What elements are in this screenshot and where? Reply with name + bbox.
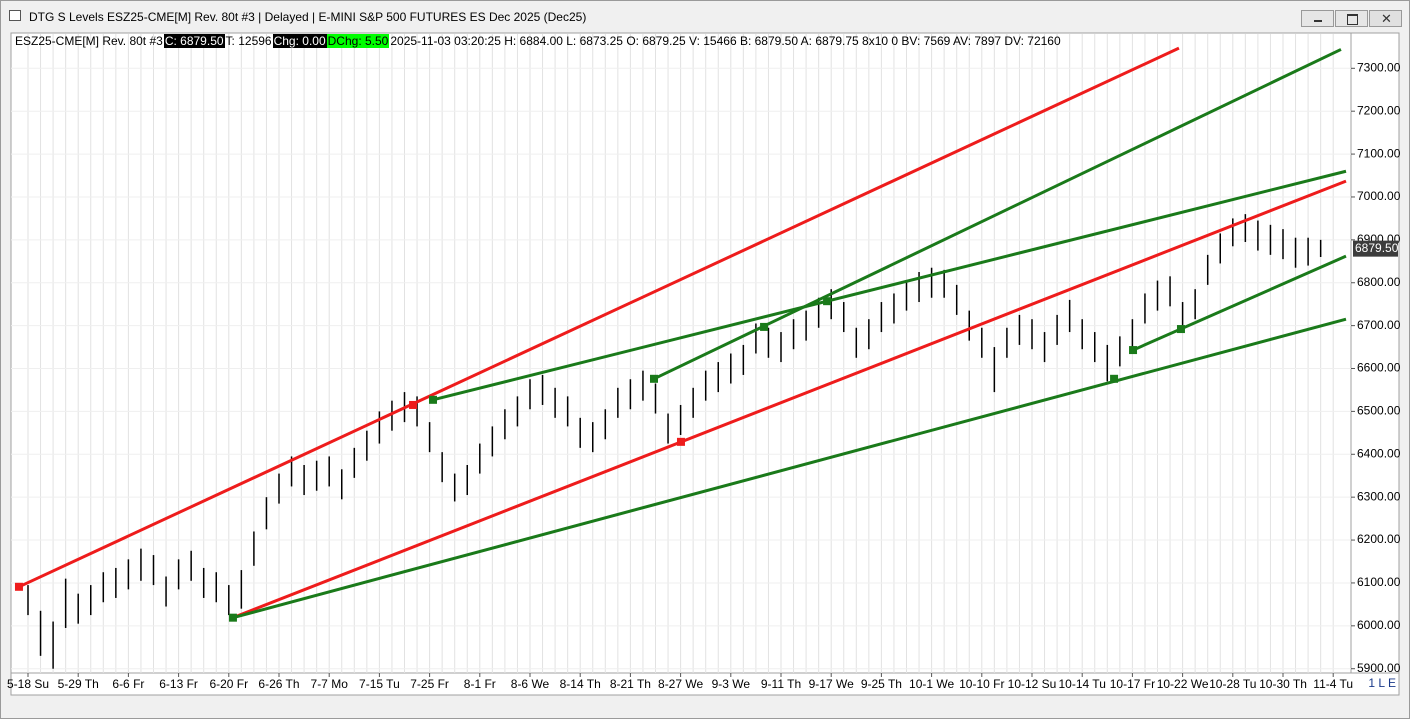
last-price-box	[1353, 240, 1398, 257]
x-tick-label: 6-6 Fr	[112, 677, 144, 691]
x-tick-label: 10-10 Fr	[959, 677, 1004, 691]
info-segment: ESZ25-CME[M] Rev. 80t #3	[15, 34, 163, 48]
x-tick-label: 7-7 Mo	[311, 677, 349, 691]
y-tick-label: 6800.00	[1357, 275, 1401, 289]
trendline-anchor	[649, 374, 658, 383]
info-segment: 2025-11-03 03:20:25 H: 6884.00 L: 6873.2…	[390, 34, 1061, 48]
x-tick-label: 10-1 We	[909, 677, 954, 691]
trendline-anchor	[676, 437, 685, 446]
trendline-anchor	[428, 395, 437, 404]
x-tick-label: 8-1 Fr	[464, 677, 496, 691]
y-tick-label: 6400.00	[1357, 446, 1401, 460]
x-tick-label: 5-18 Su	[7, 677, 49, 691]
x-tick-label: 8-6 We	[511, 677, 550, 691]
x-tick-label: 10-30 Th	[1259, 677, 1307, 691]
y-tick-label: 6600.00	[1357, 361, 1401, 375]
x-tick-label: 10-17 Fr	[1110, 677, 1155, 691]
trendline	[432, 169, 1347, 402]
x-tick-label: 6-26 Th	[258, 677, 299, 691]
x-tick-label: 8-14 Th	[560, 677, 601, 691]
y-axis-area	[1350, 32, 1400, 674]
info-segment: DChg: 5.50	[326, 34, 390, 48]
trendline	[232, 179, 1347, 620]
x-tick-label: 10-28 Tu	[1209, 677, 1256, 691]
x-tick-label: 10-12 Su	[1008, 677, 1057, 691]
trendline-anchor	[1110, 374, 1119, 383]
chart: 5-18 Su 5-29 Th 6-6 Fr 6-13 Fr 6-20 Fr 6-26 T…	[7, 32, 1401, 696]
info-bar: ESZ25-CME[M] Rev. 80t #3 C: 6879.50 T: 125…	[14, 34, 1062, 49]
x-tick-label: 10-22 We	[1157, 677, 1209, 691]
x-tick-label: 9-25 Th	[861, 677, 902, 691]
x-tick-label: 6-13 Fr	[159, 677, 198, 691]
x-tick-label: 8-21 Th	[610, 677, 651, 691]
trendline-anchor	[760, 322, 769, 331]
x-tick-label: 9-11 Th	[761, 677, 801, 691]
y-tick-label: 6100.00	[1357, 575, 1401, 589]
y-tick-label: 6700.00	[1357, 318, 1401, 332]
x-tick-label: 7-25 Fr	[410, 677, 449, 691]
trendline	[232, 317, 1347, 620]
close-button[interactable]: ✕	[1369, 10, 1402, 27]
trendline	[1132, 254, 1347, 352]
title-bar: DTG S Levels ESZ25-CME[M] Rev. 80t #3 | …	[1, 1, 1409, 31]
y-tick-label: 7100.00	[1357, 146, 1401, 160]
y-tick-label: 6300.00	[1357, 489, 1401, 503]
y-tick-label: 6000.00	[1357, 618, 1401, 632]
last-price-label: 6879.50	[1355, 241, 1399, 255]
y-tick-label: 5900.00	[1357, 661, 1401, 675]
trendline-anchor	[14, 582, 23, 591]
y-tick-label: 7200.00	[1357, 103, 1401, 117]
y-tick-label: 7300.00	[1357, 60, 1401, 74]
x-tick-label: 8-27 We	[658, 677, 703, 691]
window-title: DTG S Levels ESZ25-CME[M] Rev. 80t #3 | …	[29, 10, 587, 24]
y-tick-label: 6200.00	[1357, 532, 1401, 546]
x-tick-label: 9-17 We	[809, 677, 854, 691]
x-tick-label: 6-20 Fr	[209, 677, 248, 691]
trendline-anchor	[823, 297, 832, 306]
trendline-anchor	[409, 400, 418, 409]
x-tick-label: 7-15 Tu	[359, 677, 400, 691]
x-tick-label: 11-4 Tu	[1313, 677, 1353, 691]
info-segment: T: 12596	[225, 34, 272, 48]
info-segment: Chg: 0.00	[272, 34, 327, 48]
trendline	[18, 46, 1180, 589]
trendline-anchor	[228, 613, 237, 622]
info-segment: C: 6879.50	[163, 34, 225, 48]
y-tick-label: 6500.00	[1357, 404, 1401, 418]
x-axis-area	[10, 672, 1400, 696]
status-text: 1 L E	[1368, 676, 1396, 690]
trendline	[653, 48, 1342, 381]
maximize-button[interactable]	[1335, 10, 1368, 27]
x-tick-label: 5-29 Th	[58, 677, 99, 691]
minimize-button[interactable]	[1301, 10, 1334, 27]
trendline-anchor	[1129, 346, 1138, 355]
trendline-anchor	[1176, 325, 1185, 334]
app-icon	[9, 10, 21, 21]
y-tick-label: 7000.00	[1357, 189, 1401, 203]
x-tick-label: 9-3 We	[712, 677, 751, 691]
x-tick-label: 10-14 Tu	[1059, 677, 1106, 691]
